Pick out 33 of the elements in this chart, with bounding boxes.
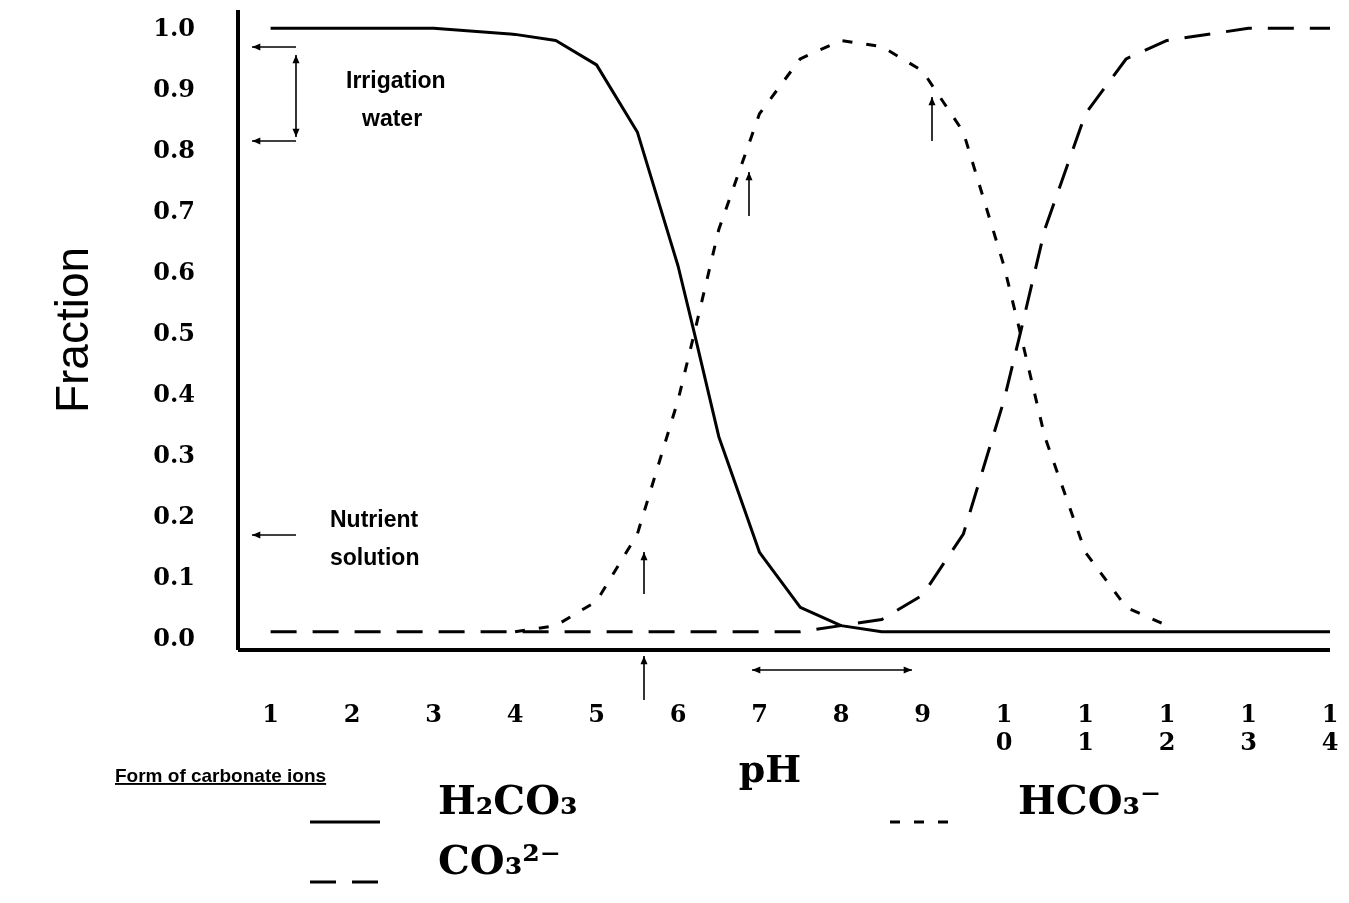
y-tick-label: 1.0 [153, 13, 195, 43]
y-tick-label: 0.7 [153, 196, 195, 226]
annotation: Nutrient solution [330, 506, 420, 570]
y-tick-label: 0.5 [153, 318, 195, 348]
legend-label: CO₃²⁻ [438, 836, 561, 883]
x-axis-title: pH [738, 746, 802, 791]
y-tick-label: 0.0 [153, 622, 195, 652]
y-tick-label: 0.3 [153, 439, 195, 469]
x-tick-label: 4 [506, 699, 524, 728]
y-tick-label: 0.9 [153, 74, 195, 104]
y-tick-label: 0.6 [153, 257, 195, 287]
x-tick-label: 5 [588, 699, 605, 728]
y-tick-label: 0.2 [153, 500, 195, 530]
x-tick-label: 6 [669, 699, 687, 728]
x-tick-label: 1 0 [995, 699, 1013, 756]
x-tick-label: 1 3 [1240, 699, 1257, 756]
y-tick-label: 0.1 [153, 561, 195, 591]
x-tick-label: 7 [751, 699, 768, 728]
x-tick-label: 8 [832, 699, 850, 728]
legend-label: H₂CO₃ [438, 776, 578, 823]
y-tick-label: 0.8 [153, 135, 195, 165]
legend-title: Form of carbonate ions [115, 765, 327, 786]
y-axis-title: Fraction [46, 246, 98, 414]
x-tick-label: 1 1 [1077, 699, 1094, 756]
x-tick-label: 1 [262, 699, 279, 728]
y-tick-label: 0.4 [153, 379, 195, 408]
legend-label: HCO₃⁻ [1018, 776, 1162, 823]
x-tick-label: 1 2 [1158, 699, 1176, 756]
x-tick-label: 9 [914, 699, 931, 728]
x-tick-label: 1 4 [1321, 699, 1339, 756]
x-tick-label: 3 [425, 699, 442, 728]
x-tick-label: 2 [343, 699, 361, 728]
annotation: Irrigation water [346, 67, 446, 131]
